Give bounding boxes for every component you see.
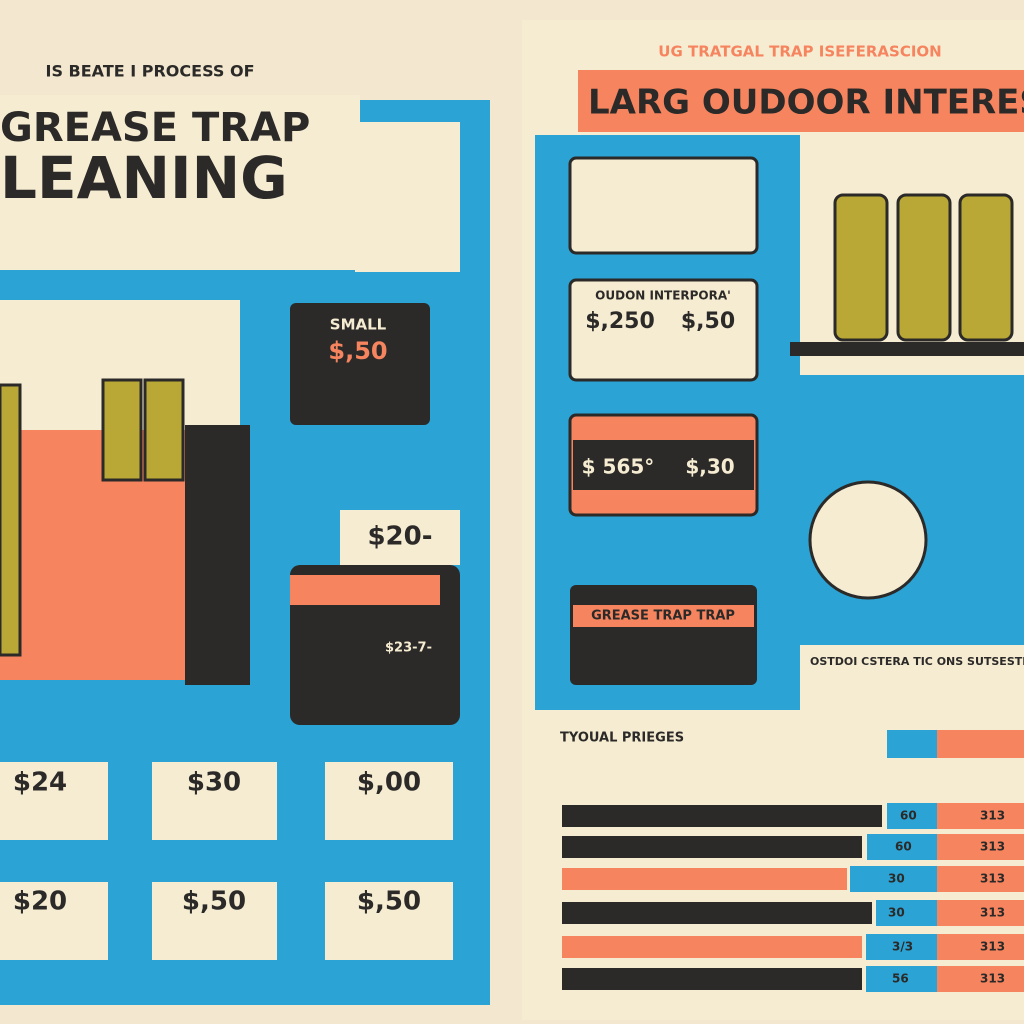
row-label: 313 (980, 972, 1005, 986)
title-box (0, 95, 360, 270)
price-card (152, 762, 277, 840)
pill (867, 834, 937, 860)
price: $30 (187, 768, 241, 798)
price: $24 (13, 768, 67, 798)
price-card (0, 882, 108, 960)
tag (340, 510, 460, 565)
tag-price: $20- (367, 522, 432, 552)
row-label: 313 (980, 840, 1005, 854)
box-title: GREASE TRAP TRAP (591, 609, 735, 624)
box-strip (573, 605, 754, 627)
pill (866, 934, 937, 960)
title-band (578, 70, 1024, 132)
price-cards: $24 $30 $,00 $20 $,50 $,50 (0, 762, 453, 960)
row-bar (562, 805, 882, 827)
pill (866, 966, 937, 992)
tank (958, 193, 1014, 342)
info-box (568, 278, 759, 382)
row-label: 313 (980, 906, 1005, 920)
title: LARG OUDOOR INTERESCTI (588, 83, 1024, 123)
dial (808, 480, 928, 600)
tank (833, 193, 889, 342)
row-label: 56 (892, 972, 909, 986)
small-price: $,50 (328, 337, 387, 365)
row-bar (562, 902, 872, 924)
shelf (790, 342, 1024, 356)
box-title: OUDON INTERPORA' (595, 289, 731, 303)
price: $,50 (357, 887, 421, 917)
pill (887, 803, 937, 829)
row-label: 313 (980, 872, 1005, 886)
tank (101, 378, 143, 482)
price: $20 (13, 887, 67, 917)
info-box (570, 585, 757, 685)
price-card (152, 882, 277, 960)
row-label: 30 (888, 906, 905, 920)
left-panel: IS BEATE I PROCESS OF GREASE TRAP LEANIN… (0, 20, 490, 1005)
row-bar (562, 968, 862, 990)
pill (850, 866, 937, 892)
price-card (325, 882, 453, 960)
table-title: TYOUAL PRIEGES (560, 731, 684, 746)
price: $,50 (182, 887, 246, 917)
side-note (355, 122, 460, 272)
pill (887, 730, 937, 758)
small-box (290, 303, 430, 425)
row-label: 60 (895, 840, 912, 854)
price-card (325, 762, 453, 840)
price: $,250 (585, 309, 655, 334)
tank (143, 378, 185, 482)
price-card (0, 762, 108, 840)
pill (937, 730, 1024, 758)
left-header (0, 20, 490, 100)
row-bar (562, 836, 862, 858)
pill (937, 966, 1024, 992)
pill (937, 834, 1024, 860)
section-box (800, 645, 1024, 710)
price: $ 565° (582, 455, 655, 479)
price-band (573, 440, 754, 490)
price: $,30 (685, 455, 734, 479)
kicker: UG TRATGAL TRAP ISEFERASCION (658, 43, 941, 61)
row-label: 313 (980, 940, 1005, 954)
row-label: 313 (980, 809, 1005, 823)
pill (937, 934, 1024, 960)
section-title: OSTDOI CSTERA TIC ONS SUTSESTEG (810, 655, 1024, 668)
pill (937, 900, 1024, 926)
row-bar (562, 868, 847, 890)
price: $,00 (357, 768, 421, 798)
price: $,50 (681, 309, 735, 334)
info-box (568, 156, 759, 255)
row-label: 30 (888, 872, 905, 886)
kicker: IS BEATE I PROCESS OF (46, 62, 255, 81)
row-label: 60 (900, 809, 917, 823)
pill (937, 803, 1024, 829)
dark-box-strip (290, 575, 440, 605)
tank (896, 193, 952, 342)
table-rows: 60 313 60 313 30 313 30 313 3/3 313 56 3… (562, 803, 1024, 992)
tank (0, 383, 22, 657)
dark-column (185, 425, 250, 685)
dark-box-price: $23-7- (385, 641, 432, 656)
pill (937, 866, 1024, 892)
title-line: LEANING (0, 144, 288, 212)
right-panel: UG TRATGAL TRAP ISEFERASCION LARG OUDOOR… (522, 20, 1024, 1020)
row-bar (562, 936, 862, 958)
row-label: 3/3 (892, 940, 913, 954)
pill (876, 900, 937, 926)
small-label: SMALL (330, 316, 387, 334)
title-line: GREASE TRAP (0, 105, 310, 151)
